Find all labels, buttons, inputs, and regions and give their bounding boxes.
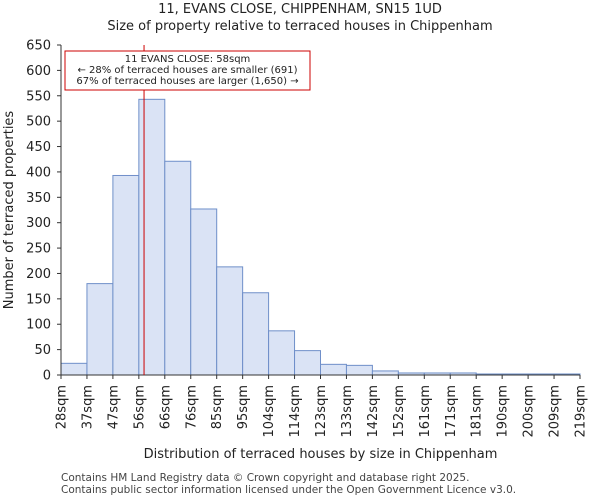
chart-subtitle: Size of property relative to terraced ho…: [107, 19, 493, 34]
x-tick-label: 95sqm: [236, 385, 251, 429]
x-tick-label: 47sqm: [106, 385, 121, 429]
y-tick-label: 450: [26, 140, 51, 155]
x-tick-label: 209sqm: [548, 385, 563, 438]
histogram-bar: [320, 363, 347, 376]
x-tick-label: 171sqm: [444, 385, 459, 438]
x-tick-label: 190sqm: [496, 385, 511, 438]
histogram-bar: [294, 350, 321, 376]
x-tick-label: 200sqm: [522, 385, 537, 438]
annotation-line: 11 EVANS CLOSE: 58sqm: [125, 54, 251, 65]
x-tick-label: 123sqm: [314, 385, 329, 438]
histogram-bar: [190, 208, 218, 376]
histogram-bar: [112, 174, 140, 376]
x-tick-label: 152sqm: [392, 385, 407, 438]
y-tick-label: 100: [26, 318, 51, 333]
y-tick-label: 250: [26, 242, 51, 257]
y-tick-label: 0: [43, 369, 51, 384]
x-tick-label: 85sqm: [210, 385, 225, 429]
y-tick-label: 400: [26, 165, 51, 180]
histogram-bar: [164, 160, 192, 376]
x-tick-label: 56sqm: [132, 385, 147, 429]
histogram-bar: [138, 98, 166, 376]
annotation-box: [64, 50, 311, 91]
x-tick-label: 37sqm: [80, 385, 95, 429]
y-tick-label: 600: [26, 64, 51, 79]
chart-title: 11, EVANS CLOSE, CHIPPENHAM, SN15 1UD: [158, 2, 442, 17]
y-tick-label: 50: [34, 343, 51, 358]
x-tick-label: 161sqm: [418, 385, 433, 438]
histogram-bar: [86, 283, 114, 376]
y-tick-label: 150: [26, 292, 51, 307]
histogram-bar: [216, 266, 244, 376]
histogram-bar: [242, 292, 270, 376]
x-tick-label: 66sqm: [158, 385, 173, 429]
histogram-bar: [60, 362, 88, 376]
x-tick-label: 181sqm: [470, 385, 485, 438]
x-tick-label: 28sqm: [55, 385, 70, 429]
footer-credit-line-2: Contains public sector information licen…: [61, 484, 517, 496]
annotation-line: 67% of terraced houses are larger (1,650…: [76, 76, 298, 87]
x-axis-title: Distribution of terraced houses by size …: [144, 447, 498, 462]
y-tick-label: 500: [26, 115, 51, 130]
x-tick-label: 133sqm: [340, 385, 355, 438]
x-tick-label: 114sqm: [288, 385, 303, 438]
footer-credit-line-1: Contains HM Land Registry data © Crown c…: [61, 472, 470, 484]
y-tick-label: 350: [26, 191, 51, 206]
x-tick-label: 76sqm: [184, 385, 199, 429]
y-tick-label: 650: [26, 39, 51, 54]
y-tick-label: 300: [26, 216, 51, 231]
x-tick-label: 142sqm: [366, 385, 381, 438]
y-tick-label: 200: [26, 267, 51, 282]
x-tick-label: 219sqm: [574, 385, 589, 438]
histogram-bar: [268, 330, 296, 376]
histogram-bar: [345, 364, 373, 376]
y-tick-label: 550: [26, 89, 51, 104]
y-axis-title: Number of terraced properties: [2, 111, 17, 310]
annotation-line: ← 28% of terraced houses are smaller (69…: [77, 65, 297, 76]
x-tick-label: 104sqm: [262, 385, 277, 438]
histogram-bar: [371, 370, 399, 376]
